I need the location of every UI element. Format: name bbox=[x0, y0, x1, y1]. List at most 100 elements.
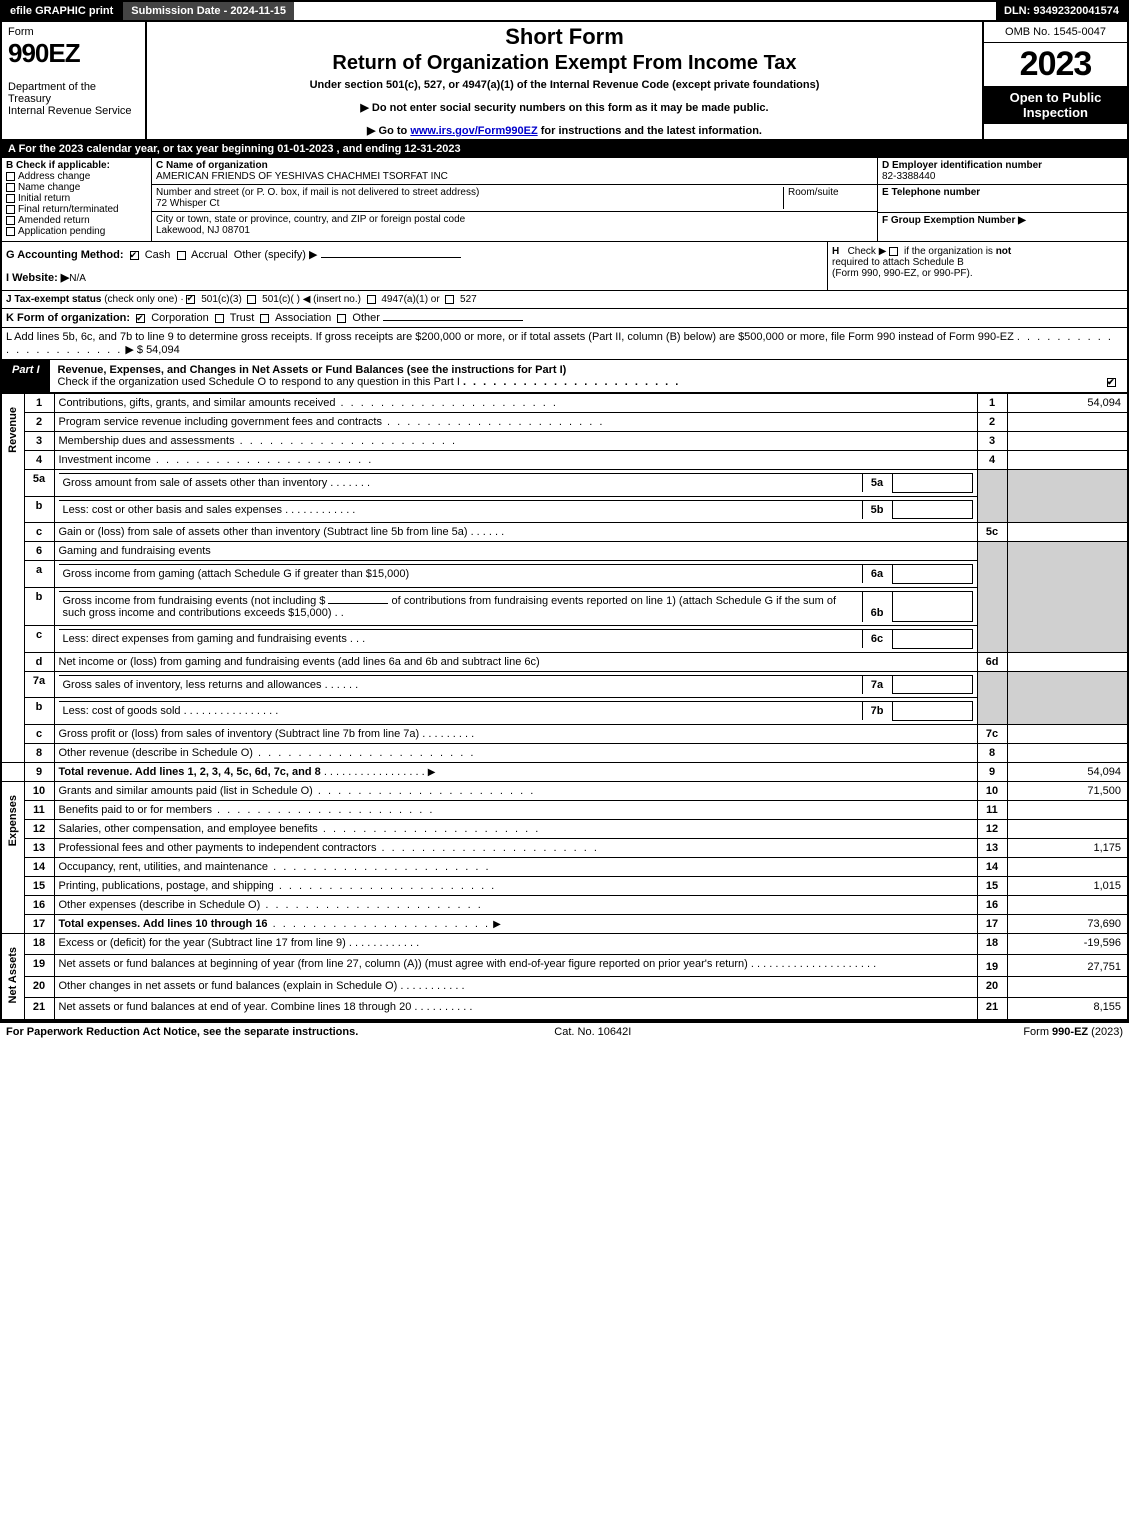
j-row: J Tax-exempt status (check only one) · 5… bbox=[2, 290, 1127, 308]
sub-amount bbox=[892, 500, 972, 519]
note2-pre: ▶ Go to bbox=[367, 125, 410, 137]
table-row: 20 Other changes in net assets or fund b… bbox=[2, 976, 1127, 998]
section-bcde: B Check if applicable: Address change Na… bbox=[2, 158, 1127, 241]
header-row: Form 990EZ Department of the Treasury In… bbox=[2, 22, 1127, 139]
note-2: ▶ Go to www.irs.gov/Form990EZ for instru… bbox=[153, 124, 976, 137]
j-cb1[interactable] bbox=[186, 295, 195, 304]
line-no: 10 bbox=[24, 781, 54, 800]
line-no: 3 bbox=[24, 432, 54, 451]
line-no: 14 bbox=[24, 857, 54, 876]
j-cb2[interactable] bbox=[247, 295, 256, 304]
part1-checkbox[interactable] bbox=[1107, 378, 1116, 387]
h-not: not bbox=[996, 246, 1012, 257]
h-checkbox[interactable] bbox=[889, 247, 898, 256]
f-box: F Group Exemption Number ▶ bbox=[878, 213, 1127, 241]
amount bbox=[1007, 652, 1127, 671]
line-text: Net assets or fund balances at end of ye… bbox=[54, 998, 977, 1019]
right-no: 9 bbox=[977, 762, 1007, 781]
irs-link[interactable]: www.irs.gov/Form990EZ bbox=[410, 125, 537, 137]
table-row: c Less: direct expenses from gaming and … bbox=[2, 626, 1127, 653]
col-b: B Check if applicable: Address change Na… bbox=[2, 158, 152, 241]
header-right: OMB No. 1545-0047 2023 Open to Public In… bbox=[982, 22, 1127, 139]
blank-field[interactable] bbox=[328, 603, 388, 604]
table-row: 2 Program service revenue including gove… bbox=[2, 413, 1127, 432]
b-opt-4[interactable]: Amended return bbox=[6, 215, 147, 226]
j-o2: 501(c)( ) ◀ (insert no.) bbox=[262, 294, 361, 305]
line-text: Total revenue. Add lines 1, 2, 3, 4, 5c,… bbox=[54, 762, 977, 781]
dots-icon bbox=[382, 416, 604, 428]
lines-table: Revenue 1 Contributions, gifts, grants, … bbox=[2, 393, 1127, 1019]
line-no: 5a bbox=[24, 470, 54, 497]
title-2: Return of Organization Exempt From Incom… bbox=[153, 52, 976, 75]
dots-icon bbox=[318, 823, 540, 835]
line-text: Contributions, gifts, grants, and simila… bbox=[54, 394, 977, 413]
accrual-checkbox[interactable] bbox=[177, 251, 186, 260]
amount bbox=[1007, 895, 1127, 914]
revenue-vlabel: Revenue bbox=[2, 394, 24, 763]
table-row: b Less: cost of goods sold . . . . . . .… bbox=[2, 698, 1127, 725]
line-no: 12 bbox=[24, 819, 54, 838]
k-blank[interactable] bbox=[383, 320, 523, 321]
line-no: 20 bbox=[24, 976, 54, 998]
right-no: 14 bbox=[977, 857, 1007, 876]
sub-no: 6b bbox=[862, 591, 892, 622]
k-cb3[interactable] bbox=[260, 314, 269, 323]
note-1: ▶ Do not enter social security numbers o… bbox=[153, 101, 976, 114]
k-cb4[interactable] bbox=[337, 314, 346, 323]
table-row: 12 Salaries, other compensation, and emp… bbox=[2, 819, 1127, 838]
cash-checkbox[interactable] bbox=[130, 251, 139, 260]
footer-right-pre: Form bbox=[1023, 1026, 1052, 1038]
line-text: Investment income bbox=[54, 451, 977, 470]
table-row: 8 Other revenue (describe in Schedule O)… bbox=[2, 743, 1127, 762]
sub-amount bbox=[892, 565, 972, 584]
amount bbox=[1007, 413, 1127, 432]
col-c: C Name of organization AMERICAN FRIENDS … bbox=[152, 158, 877, 241]
b-opt-5[interactable]: Application pending bbox=[6, 226, 147, 237]
line-no: 4 bbox=[24, 451, 54, 470]
b-opt-1[interactable]: Name change bbox=[6, 182, 147, 193]
b-opt-3[interactable]: Final return/terminated bbox=[6, 204, 147, 215]
table-row: 17 Total expenses. Add lines 10 through … bbox=[2, 914, 1127, 933]
sub-no: 6c bbox=[862, 630, 892, 649]
k-o4: Other bbox=[352, 312, 380, 324]
dots-icon bbox=[313, 785, 535, 797]
b-opt-1-label: Name change bbox=[18, 182, 80, 193]
c-name-box: C Name of organization AMERICAN FRIENDS … bbox=[152, 158, 877, 185]
k-cb1[interactable] bbox=[136, 314, 145, 323]
line-text: Benefits paid to or for members bbox=[54, 800, 977, 819]
table-row: 15 Printing, publications, postage, and … bbox=[2, 876, 1127, 895]
line-no: 19 bbox=[24, 955, 54, 977]
b-opt-2[interactable]: Initial return bbox=[6, 193, 147, 204]
line-text: Less: cost of goods sold . . . . . . . .… bbox=[54, 698, 977, 725]
dots-icon bbox=[253, 747, 475, 759]
g-box: G Accounting Method: Cash Accrual Other … bbox=[2, 242, 827, 290]
sub-amount bbox=[892, 474, 972, 493]
table-row: b Gross income from fundraising events (… bbox=[2, 587, 1127, 626]
line-text: Excess or (deficit) for the year (Subtra… bbox=[54, 933, 977, 955]
line-text: Total expenses. Add lines 10 through 16 … bbox=[54, 914, 977, 933]
j-cb3[interactable] bbox=[367, 295, 376, 304]
sub-amount bbox=[892, 702, 972, 721]
j-label: J Tax-exempt status bbox=[6, 294, 101, 305]
j-cb4[interactable] bbox=[445, 295, 454, 304]
amount: 71,500 bbox=[1007, 781, 1127, 800]
l-val: 54,094 bbox=[146, 344, 180, 356]
b-opt-0[interactable]: Address change bbox=[6, 171, 147, 182]
table-row: 14 Occupancy, rent, utilities, and maint… bbox=[2, 857, 1127, 876]
k-cb2[interactable] bbox=[215, 314, 224, 323]
h-t2: if the organization is bbox=[904, 246, 996, 257]
efile-label: efile GRAPHIC print bbox=[2, 2, 121, 20]
line-no: 13 bbox=[24, 838, 54, 857]
dots-icon bbox=[260, 899, 482, 911]
part1-label: Part I bbox=[2, 360, 50, 392]
line-no: b bbox=[24, 496, 54, 523]
shade-cell bbox=[977, 470, 1007, 523]
amount: 73,690 bbox=[1007, 914, 1127, 933]
other-blank[interactable] bbox=[321, 257, 461, 258]
d-label: D Employer identification number bbox=[882, 160, 1123, 171]
l-row: L Add lines 5b, 6c, and 7b to line 9 to … bbox=[2, 327, 1127, 359]
right-no: 21 bbox=[977, 998, 1007, 1019]
ein: 82-3388440 bbox=[882, 171, 1123, 182]
sub-no: 6a bbox=[862, 565, 892, 584]
i-row: I Website: ▶N/A bbox=[6, 271, 823, 284]
